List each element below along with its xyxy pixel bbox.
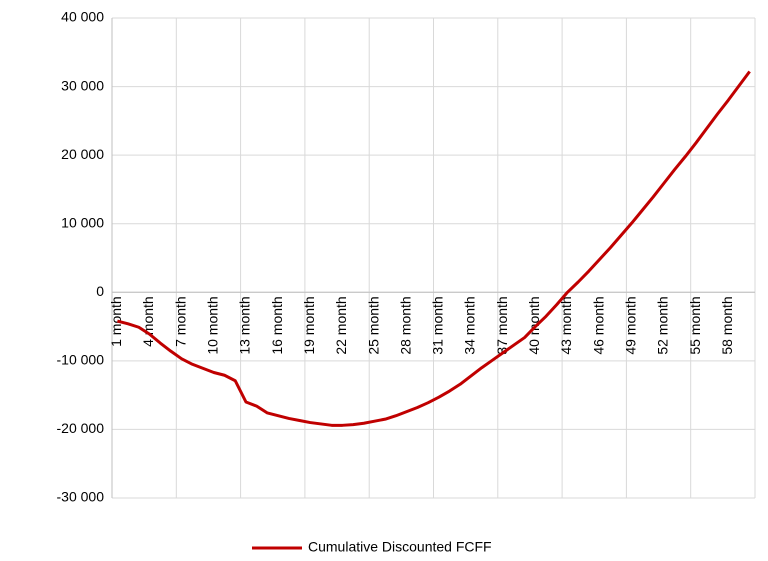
x-tick-label: 46 month bbox=[590, 296, 606, 354]
x-tick-label: 55 month bbox=[687, 296, 703, 354]
x-tick-label: 28 month bbox=[397, 296, 413, 354]
x-tick-label: 1 month bbox=[108, 296, 124, 347]
legend-label: Cumulative Discounted FCFF bbox=[308, 539, 492, 555]
x-tick-label: 7 month bbox=[172, 296, 188, 347]
x-tick-label: 40 month bbox=[526, 296, 542, 354]
x-tick-label: 13 month bbox=[237, 296, 253, 354]
y-tick-label: 40 000 bbox=[61, 9, 104, 25]
x-tick-label: 58 month bbox=[719, 296, 735, 354]
y-tick-label: -10 000 bbox=[57, 352, 105, 368]
x-tick-label: 52 month bbox=[655, 296, 671, 354]
y-tick-label: 20 000 bbox=[61, 146, 104, 162]
y-tick-label: 30 000 bbox=[61, 77, 104, 93]
x-tick-label: 16 month bbox=[269, 296, 285, 354]
x-tick-label: 43 month bbox=[558, 296, 574, 354]
y-tick-label: -20 000 bbox=[57, 420, 105, 436]
y-tick-label: -30 000 bbox=[57, 489, 105, 505]
x-tick-label: 10 month bbox=[205, 296, 221, 354]
x-tick-label: 4 month bbox=[140, 296, 156, 347]
x-tick-label: 49 month bbox=[622, 296, 638, 354]
x-tick-label: 34 month bbox=[462, 296, 478, 354]
x-tick-label: 19 month bbox=[301, 296, 317, 354]
y-tick-label: 0 bbox=[96, 283, 104, 299]
x-tick-label: 22 month bbox=[333, 296, 349, 354]
line-series bbox=[116, 70, 751, 427]
x-tick-label: 31 month bbox=[430, 296, 446, 354]
y-tick-label: 10 000 bbox=[61, 214, 104, 230]
x-tick-label: 25 month bbox=[365, 296, 381, 354]
x-tick-label: 37 month bbox=[494, 296, 510, 354]
